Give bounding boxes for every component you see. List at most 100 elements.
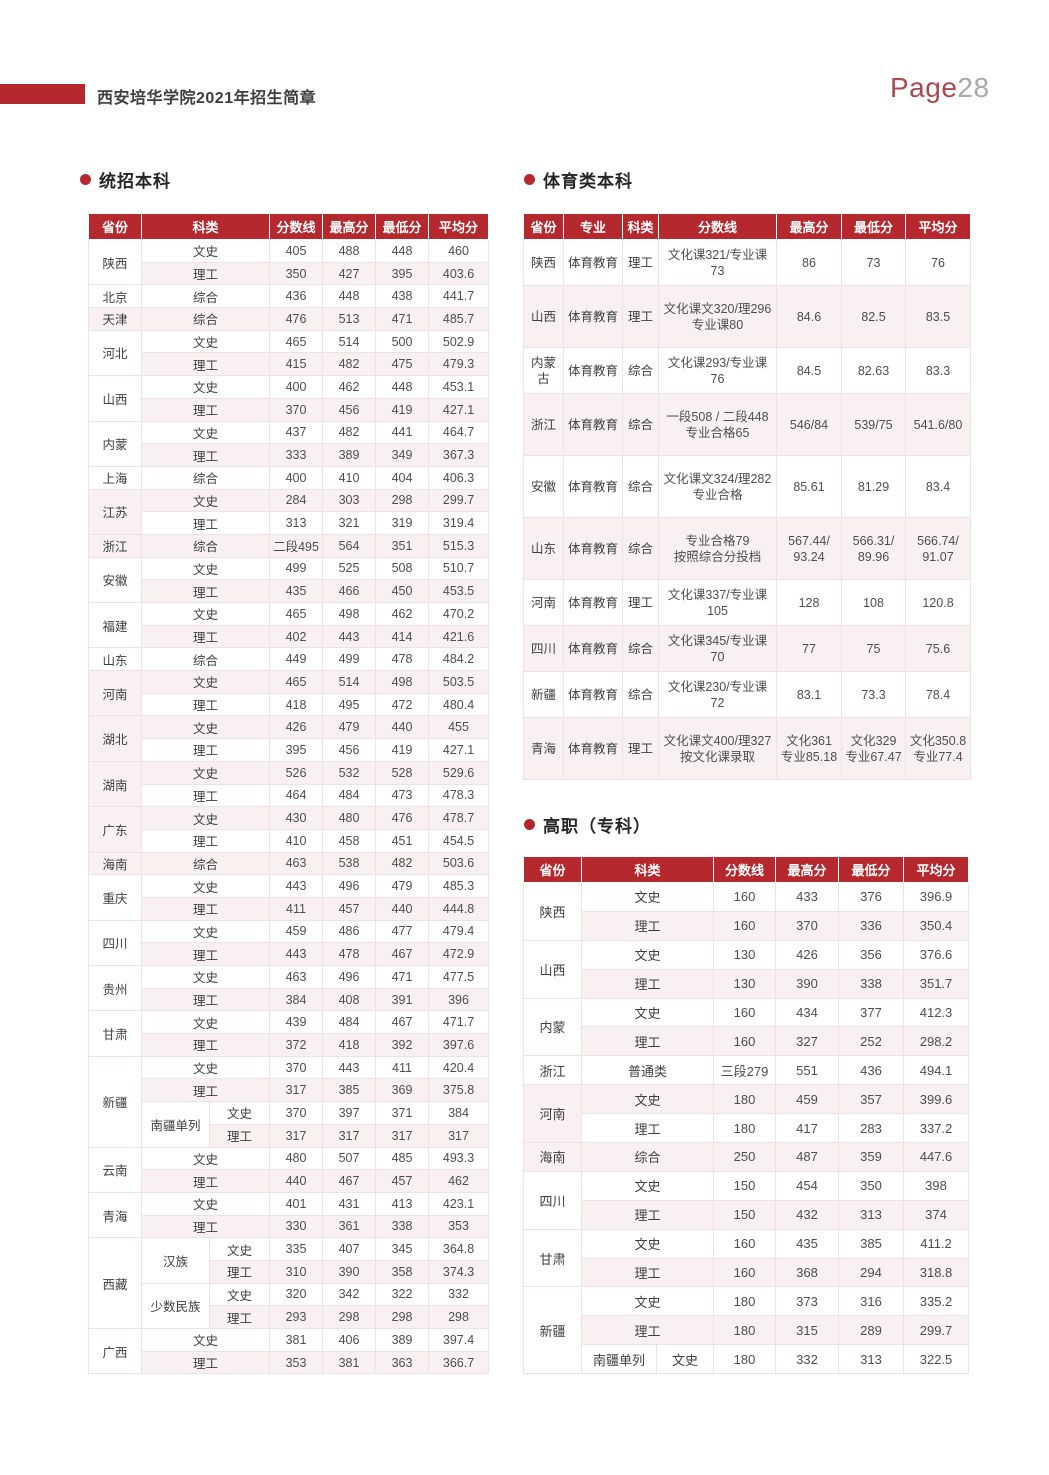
major-cell: 体育教育 xyxy=(563,717,623,780)
score-cell: 496 xyxy=(322,874,377,898)
score-cell: 499 xyxy=(322,647,377,672)
score-cell: 455 xyxy=(428,715,490,740)
category-cell: 文史 xyxy=(580,1084,715,1115)
score-cell: 427 xyxy=(322,261,377,286)
score-cell: 467 xyxy=(375,1010,430,1035)
score-cell: 400 xyxy=(269,375,324,399)
table-row: 云南 文史 480 507 485 493.3 xyxy=(88,1146,490,1193)
score-cell: 435 xyxy=(775,1228,840,1259)
table-row: 青海 体育教育 理工 文化课文400/理327 按文化课录取 文化361 专业85.18… xyxy=(523,717,971,780)
score-cell: 359 xyxy=(838,1142,905,1172)
province-cell: 内蒙 xyxy=(523,997,582,1057)
score-cell: 317 xyxy=(269,1123,324,1148)
score-cell: 82.63 xyxy=(841,347,906,394)
category-cell: 文史 xyxy=(580,997,715,1028)
category-cell: 综合 xyxy=(580,1142,715,1172)
category-cell: 文史 xyxy=(140,806,271,830)
table-row: 新疆 文史 180 373 316 335.2 xyxy=(523,1286,970,1375)
table-row: 山西 体育教育 理工 文化课文320/理296 专业课80 84.6 82.5 83.5 xyxy=(523,285,971,348)
category-cell: 理工 xyxy=(140,828,271,853)
table-row: 浙江 综合 二段495 564 351 515.3 xyxy=(88,533,490,558)
score-cell: 480.4 xyxy=(428,692,490,717)
score-cell: 418 xyxy=(322,1033,377,1057)
score-cell: 478.7 xyxy=(428,806,490,830)
category-cell: 理工 xyxy=(140,1078,271,1103)
score-cell: 385 xyxy=(838,1228,905,1259)
scoreline-cell: 专业合格79 按照综合分投档 xyxy=(658,517,777,580)
major-cell: 体育教育 xyxy=(563,347,623,394)
score-cell: 457 xyxy=(375,1169,430,1193)
score-cell: 397.6 xyxy=(428,1033,490,1057)
category-cell: 理工 xyxy=(140,783,271,808)
score-cell: 462 xyxy=(428,1169,490,1193)
major-cell: 体育教育 xyxy=(563,393,623,456)
score-cell: 384 xyxy=(428,1101,490,1125)
score-cell: 120.8 xyxy=(905,579,971,626)
table-row: 理工 317 385 369 375.8 xyxy=(89,1078,490,1103)
category-cell: 文史 xyxy=(140,1055,271,1080)
category-cell: 文史 xyxy=(140,329,271,354)
score-cell: 478 xyxy=(375,647,430,672)
subcategory-cell: 少数民族 xyxy=(141,1282,210,1330)
table-row: 四川 文史 150 454 350 398 xyxy=(523,1170,970,1230)
category-cell: 文史 xyxy=(208,1101,271,1125)
table-row: 少数民族 文史 320 342 322 332 xyxy=(89,1282,490,1330)
score-cell: 150 xyxy=(713,1199,777,1230)
score-cell: 541.6/80 xyxy=(905,393,971,456)
score-cell: 77 xyxy=(776,625,842,672)
score-cell: 479 xyxy=(322,715,377,740)
category-cell: 综合 xyxy=(622,625,659,672)
score-cell: 373 xyxy=(775,1286,840,1317)
document-title: 西安培华学院2021年招生简章 xyxy=(97,90,317,107)
province-cell: 陕西 xyxy=(88,238,142,286)
column-header: 平均分 xyxy=(428,213,490,240)
score-cell: 335 xyxy=(269,1237,324,1261)
score-cell: 353 xyxy=(428,1214,490,1239)
score-cell: 298 xyxy=(375,488,430,513)
score-cell: 525 xyxy=(322,556,377,581)
category-cell: 理工 xyxy=(140,624,271,649)
score-cell: 180 xyxy=(713,1084,777,1115)
category-cell: 文史 xyxy=(140,670,271,694)
score-cell: 353 xyxy=(269,1350,324,1375)
score-cell: 427.1 xyxy=(428,738,490,762)
category-cell: 综合 xyxy=(622,671,659,718)
province-cell: 河南 xyxy=(88,670,142,717)
category-cell: 文史 xyxy=(140,1010,271,1035)
score-cell: 375.8 xyxy=(428,1078,490,1103)
score-cell: 319 xyxy=(375,511,430,535)
score-cell: 479.3 xyxy=(428,352,490,377)
score-cell: 377 xyxy=(838,997,905,1028)
table-row: 理工 410 458 451 454.5 xyxy=(89,828,490,853)
table-row: 内蒙 文史 160 434 377 412.3 xyxy=(523,997,970,1057)
score-cell: 317 xyxy=(322,1123,377,1148)
score-cell: 397 xyxy=(322,1101,377,1125)
category-cell: 理工 xyxy=(140,987,271,1012)
score-cell: 370 xyxy=(269,1055,324,1080)
category-cell: 理工 xyxy=(140,1214,271,1239)
category-cell: 文史 xyxy=(140,760,271,785)
score-cell: 444.8 xyxy=(428,896,490,921)
column-header: 最低分 xyxy=(838,856,905,883)
category-cell: 理工 xyxy=(580,910,715,941)
score-cell: 401 xyxy=(269,1191,324,1216)
score-cell: 448 xyxy=(322,284,377,309)
score-cell: 321 xyxy=(322,511,377,535)
score-cell: 356 xyxy=(838,939,905,970)
category-cell: 文史 xyxy=(140,1328,271,1352)
score-cell: 539/75 xyxy=(841,393,906,456)
score-cell: 454 xyxy=(775,1170,840,1201)
table-row: 天津 综合 476 513 471 485.7 xyxy=(88,307,490,331)
category-cell: 理工 xyxy=(208,1123,271,1148)
score-cell: 351 xyxy=(375,533,430,558)
score-cell: 374.3 xyxy=(428,1259,490,1284)
category-cell: 综合 xyxy=(140,533,271,558)
score-cell: 381 xyxy=(269,1328,324,1352)
score-cell: 298.2 xyxy=(903,1026,970,1057)
score-cell: 480 xyxy=(269,1146,324,1171)
score-cell: 508 xyxy=(375,556,430,581)
section-title-tiyu: 体育类本科 xyxy=(524,167,633,192)
score-cell: 434 xyxy=(775,997,840,1028)
province-cell: 青海 xyxy=(523,717,564,780)
score-cell: 462 xyxy=(375,602,430,626)
